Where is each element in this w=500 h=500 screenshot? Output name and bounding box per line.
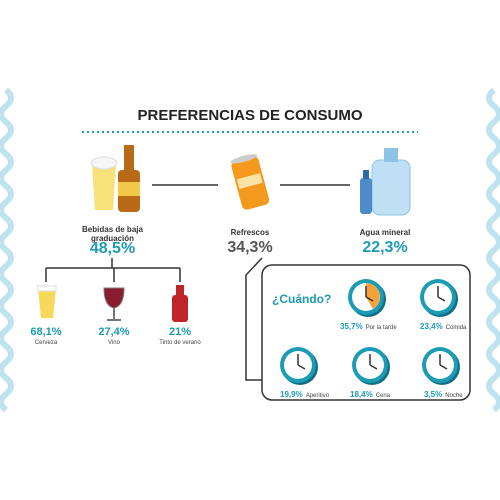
beer-icon (90, 145, 140, 212)
clock-value: 19,9% (280, 390, 303, 399)
category-label: Agua mineral (359, 228, 411, 237)
category-label: Refrescos (230, 228, 270, 237)
title: PREFERENCIAS DE CONSUMO (137, 107, 363, 124)
wave-border (0, 87, 500, 413)
clock-label: Aperitivo (305, 393, 330, 399)
clock-highlight (366, 283, 380, 309)
clock-caption: 3,5% Noche (424, 390, 463, 399)
clock-value: 3,5% (424, 390, 443, 399)
sub-label: Tinto de verano (159, 340, 201, 346)
clocks (280, 279, 460, 385)
clock-value: 23,4% (420, 322, 443, 331)
sub-value: 68,1% (30, 326, 62, 338)
clock-caption: 23,4% Comida (420, 322, 466, 331)
clock-hand (437, 296, 446, 302)
clock-caption: 19,9% Aperitivo (280, 390, 329, 399)
category-value: 34,3% (227, 239, 273, 256)
sub-label: Vino (108, 340, 120, 346)
wine-icon (103, 287, 125, 321)
category-value: 48,5% (89, 240, 136, 257)
clock-caption: 18,4% Cena (350, 390, 390, 399)
glass-icon (37, 285, 57, 318)
sub-label: Cerveza (34, 340, 58, 346)
connectors (45, 184, 471, 401)
clock-label: Cena (375, 393, 391, 399)
sub-value: 27,4% (98, 326, 130, 338)
clock-hand (369, 364, 378, 370)
clock-hand (439, 364, 448, 370)
tinto-icon (172, 285, 188, 322)
clock-caption: 35,7% Por la tarde (340, 322, 397, 331)
clock-hand (365, 296, 374, 302)
clock-hand (297, 364, 306, 370)
clock-label: Por la tarde (365, 325, 397, 331)
category-value: 22,3% (362, 239, 408, 256)
clock-label: Noche (445, 393, 463, 399)
soda-can-icon (230, 154, 270, 210)
clock-value: 35,7% (340, 322, 363, 331)
category-label: Bebidas de baja graduación (82, 225, 143, 243)
water-icon (360, 148, 411, 216)
sub-value: 21% (168, 326, 192, 338)
when-title: ¿Cuándo? (272, 292, 332, 306)
clock-label: Comida (445, 325, 467, 331)
clock-value: 18,4% (350, 390, 373, 399)
